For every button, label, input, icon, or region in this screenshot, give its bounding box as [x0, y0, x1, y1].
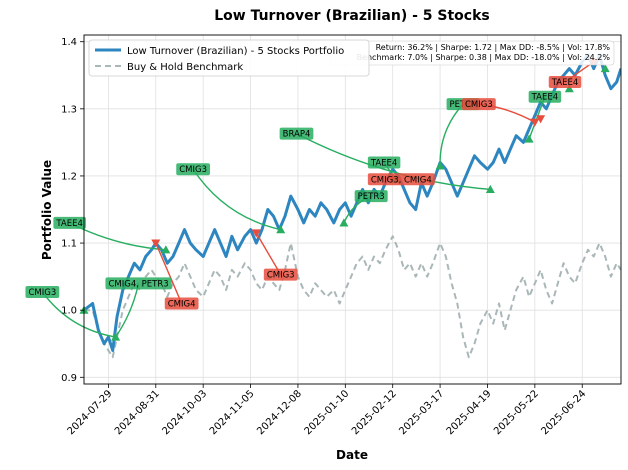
annotation-label: CMIG3 [465, 100, 493, 110]
y-tick-label: 1.4 [61, 37, 77, 48]
sell-marker [251, 229, 261, 238]
sell-annotation: CMIG3 [263, 268, 298, 281]
buy-marker [600, 64, 610, 73]
legend-box [88, 39, 370, 77]
annotation-arrow [192, 168, 281, 231]
buy-annotation: TAEE4 [367, 156, 401, 169]
buy-marker [524, 134, 534, 143]
annotation-box [263, 268, 298, 281]
buy-annotation: CMIG4, PETR3 [105, 277, 172, 290]
annotation-labels: CMIG3 CMIG4, PETR3 TAEE4 CMIG4 CMIG3 CMIG3 BRA… [25, 75, 582, 310]
sell-annotation: CMIG3 [461, 98, 496, 111]
y-tick-label: 1.3 [61, 104, 77, 115]
annotation-arrow [41, 291, 116, 338]
sell-annotation: CMIG4 [164, 297, 199, 310]
buy-marker [435, 161, 445, 170]
plot-area: CMIG3 CMIG4, PETR3 TAEE4 CMIG4 CMIG3 CMIG3 BRA… [25, 53, 621, 359]
y-tick-label: 1.0 [61, 306, 77, 317]
sell-annotation: CMIG3, CMIG4 [367, 173, 435, 186]
y-axis-label: Portfolio Value [40, 160, 54, 260]
buy-annotation: TAEE4 [528, 90, 562, 103]
annotation-box [548, 75, 582, 88]
annotation-box [176, 163, 211, 176]
buy-marker [339, 218, 349, 227]
stats-line: Return: 36.2% | Sharpe: 1.72 | Max DD: -… [376, 43, 611, 52]
buy-marker [485, 184, 495, 193]
legend: Low Turnover (Brazilian) - 5 Stocks Port… [88, 39, 370, 77]
annotation-box [53, 216, 86, 229]
buy-marker [564, 84, 574, 93]
annotation-box [105, 277, 172, 290]
annotation-label: TAEE4 [370, 159, 398, 169]
annotation-box [354, 190, 388, 203]
trade-markers [79, 58, 610, 341]
buy-marker [161, 245, 171, 254]
annotation-label: CMIG3, CMIG4 [371, 175, 432, 185]
legend-portfolio-label: Low Turnover (Brazilian) - 5 Stocks Port… [127, 46, 344, 57]
annotation-label: BRAP4 [283, 130, 311, 140]
annotation-label: CMIG3 [28, 288, 56, 298]
y-tick-label: 1.2 [61, 171, 77, 182]
sell-marker [536, 115, 546, 124]
buy-annotation: CMIG3 [176, 163, 211, 176]
x-axis-label: Date [336, 448, 368, 462]
annotation-box [461, 98, 496, 111]
annotation-box [367, 156, 401, 169]
buy-marker [111, 332, 121, 341]
annotation-label: PETR3 [358, 192, 385, 202]
y-tick-label: 0.9 [61, 373, 77, 384]
stats-box: Return: 36.2% | Sharpe: 1.72 | Max DD: -… [329, 40, 615, 66]
buy-annotation: CMIG3 [25, 286, 60, 299]
sell-marker [530, 118, 540, 127]
annotation-box [528, 90, 562, 103]
buy-annotation: PETR3 [354, 190, 388, 203]
annotation-box [279, 127, 314, 140]
annotation-box [25, 286, 60, 299]
legend-benchmark-label: Buy & Hold Benchmark [127, 62, 243, 73]
annotation-label: TAEE4 [55, 219, 83, 229]
buy-annotation: TAEE4 [53, 216, 86, 229]
annotation-box [367, 173, 435, 186]
annotation-label: TAEE4 [531, 93, 559, 103]
chart-title: Low Turnover (Brazilian) - 5 Stocks [214, 8, 490, 24]
annotation-label: CMIG3 [267, 271, 295, 281]
annotation-label: CMIG4, PETR3 [108, 279, 168, 289]
sell-marker [151, 239, 161, 248]
annotation-label: CMIG3 [179, 165, 207, 175]
annotation-box [164, 297, 199, 310]
sell-annotation: TAEE4 [548, 75, 582, 88]
y-tick-label: 1.1 [61, 239, 77, 250]
benchmark-line [84, 235, 621, 359]
annotation-label: CMIG4 [168, 299, 196, 309]
plot-frame [83, 34, 622, 385]
stats-line: Benchmark: 7.0% | Sharpe: 0.38 | Max DD:… [357, 53, 611, 62]
buy-marker [276, 225, 286, 234]
annotation-label: TAEE4 [551, 78, 579, 88]
buy-annotation: BRAP4 [279, 127, 314, 140]
